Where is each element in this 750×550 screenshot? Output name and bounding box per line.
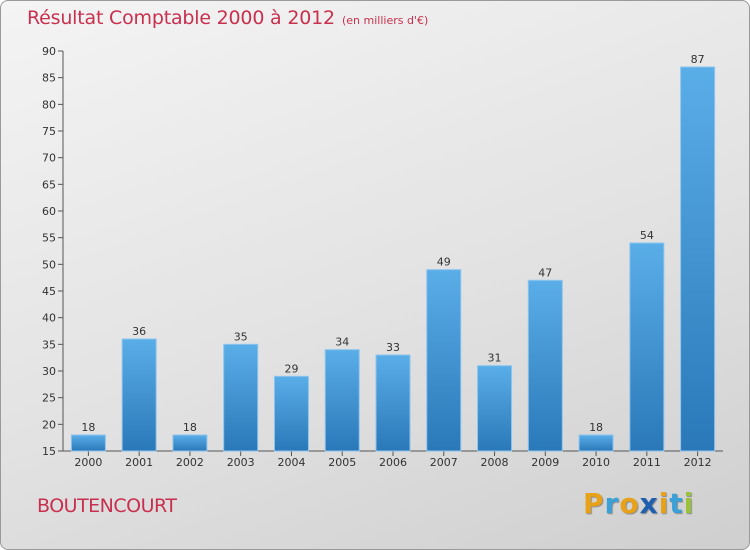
y-tick-label: 30 [42,365,56,378]
bar-2006 [375,354,411,452]
y-tick-label: 20 [42,418,56,431]
logo-letter: i [683,487,695,520]
y-tick-label: 25 [42,392,56,405]
x-tick-label: 2003 [227,456,255,469]
bar-value-label: 18 [81,421,95,434]
y-tick-label: 90 [42,45,56,58]
x-tick-label: 2002 [176,456,204,469]
bar-2009 [527,279,563,452]
y-tick-label: 80 [42,98,56,111]
x-tick-label: 2009 [531,456,559,469]
y-tick-label: 40 [42,312,56,325]
bar-value-label: 18 [183,421,197,434]
x-tick-label: 2004 [277,456,305,469]
bar-2010 [578,434,614,452]
bar-2003 [223,343,259,452]
bar-2007 [426,269,462,452]
chart-subtitle: (en milliers d'€) [342,14,429,27]
y-tick-label: 35 [42,338,56,351]
bar-value-label: 36 [132,325,146,338]
y-tick-label: 70 [42,152,56,165]
y-tick-label: 60 [42,205,56,218]
bar-value-label: 35 [234,330,248,343]
x-tick-label: 2012 [684,456,712,469]
bar-2005 [324,349,360,452]
commune-name: BOUTENCOURT [37,495,177,517]
y-tick-label: 15 [42,445,56,458]
x-tick-label: 2007 [430,456,458,469]
bar-value-label: 34 [335,336,349,349]
bar-2001 [121,338,157,452]
x-tick-label: 2011 [633,456,661,469]
x-tick-label: 2006 [379,456,407,469]
bar-value-label: 87 [691,53,705,66]
x-tick-label: 2000 [74,456,102,469]
bar-2011 [629,242,665,452]
bar-2002 [172,434,208,452]
bar-2000 [70,434,106,452]
logo-letter: o [619,487,640,520]
x-tick-label: 2005 [328,456,356,469]
x-tick-label: 2001 [125,456,153,469]
proxiti-logo: Proxiti [583,487,694,520]
y-tick-label: 75 [42,125,56,138]
x-tick-label: 2008 [481,456,509,469]
bar-2012 [680,66,716,452]
bar-value-label: 47 [538,266,552,279]
bar-value-label: 31 [488,352,502,365]
logo-letter: x [639,487,659,520]
y-tick-label: 55 [42,232,56,245]
bar-value-label: 29 [284,362,298,375]
y-tick-label: 50 [42,258,56,271]
bar-value-label: 49 [437,256,451,269]
x-tick-label: 2010 [582,456,610,469]
logo-letter: P [583,487,605,520]
bar-2008 [477,365,513,452]
logo-letter: r [604,487,620,520]
bar-value-label: 54 [640,229,654,242]
chart-title: Résultat Comptable 2000 à 2012 [27,7,335,29]
bar-value-label: 18 [589,421,603,434]
y-tick-label: 65 [42,178,56,191]
logo-letter: t [669,487,684,520]
bar-2004 [273,375,309,452]
logo-letter: i [658,487,670,520]
bar-value-label: 33 [386,341,400,354]
y-tick-label: 45 [42,285,56,298]
y-tick-label: 85 [42,72,56,85]
